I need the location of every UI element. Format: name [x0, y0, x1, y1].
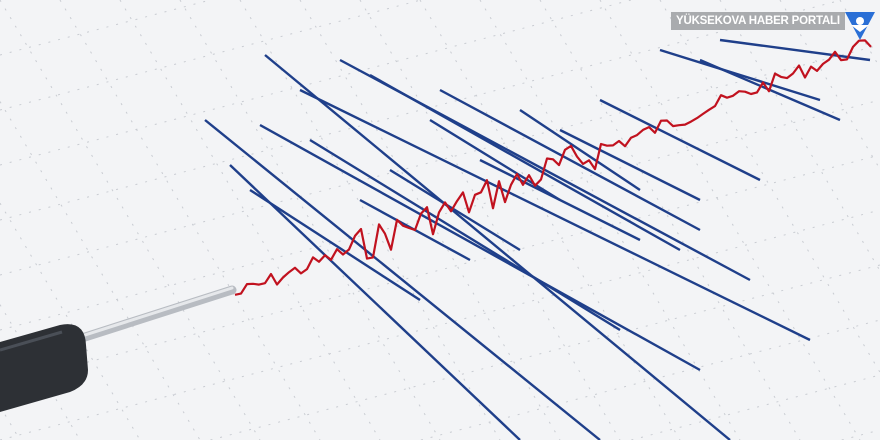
trace-stroke: [429, 118, 561, 202]
grid-line: [0, 209, 880, 440]
trace-stroke: [389, 168, 521, 252]
seismic-trace-blue: [204, 38, 871, 440]
grid-line: [631, 374, 880, 440]
trace-stroke: [559, 128, 701, 202]
trace-stroke: [259, 123, 701, 372]
trace-stroke: [659, 48, 821, 102]
trace-stroke: [264, 54, 731, 440]
trace-stroke: [519, 109, 641, 191]
grid-line: [0, 0, 211, 56]
grid-line: [0, 154, 880, 386]
grid-line: [0, 99, 880, 331]
trace-stroke: [204, 119, 601, 440]
grid-line: [420, 319, 880, 440]
grid-line: [719, 0, 880, 272]
trace-stroke: [249, 188, 421, 302]
grid-line: [179, 0, 441, 440]
grid-line: [0, 405, 21, 440]
grid-line: [0, 304, 81, 440]
trace-stroke: [599, 98, 761, 182]
trace-stroke: [719, 38, 871, 62]
grid-line: [0, 0, 632, 166]
trace-stroke: [479, 158, 641, 242]
grid-line: [59, 0, 321, 440]
grid-line: [659, 0, 880, 373]
grid-line: [0, 0, 422, 111]
grid-line: [419, 0, 681, 440]
watermark-logo-icon: [844, 12, 875, 40]
grid-line: [0, 0, 842, 221]
grid-line: [119, 0, 381, 440]
trace-stroke: [229, 164, 521, 440]
seismic-trace-red: [234, 39, 872, 296]
watermark: YÜKSEKOVA HABER PORTALI: [671, 11, 875, 40]
trace-stroke: [299, 88, 811, 342]
trace-stroke: [309, 138, 621, 332]
grid-line: [210, 264, 880, 440]
trace-stroke: [439, 88, 701, 232]
watermark-text: YÜKSEKOVA HABER PORTALI: [671, 12, 845, 30]
grid-line: [841, 429, 880, 440]
trace-stroke: [369, 73, 681, 252]
stylus: [0, 285, 237, 412]
grid-line: [0, 44, 880, 276]
grid-line: [539, 0, 801, 440]
